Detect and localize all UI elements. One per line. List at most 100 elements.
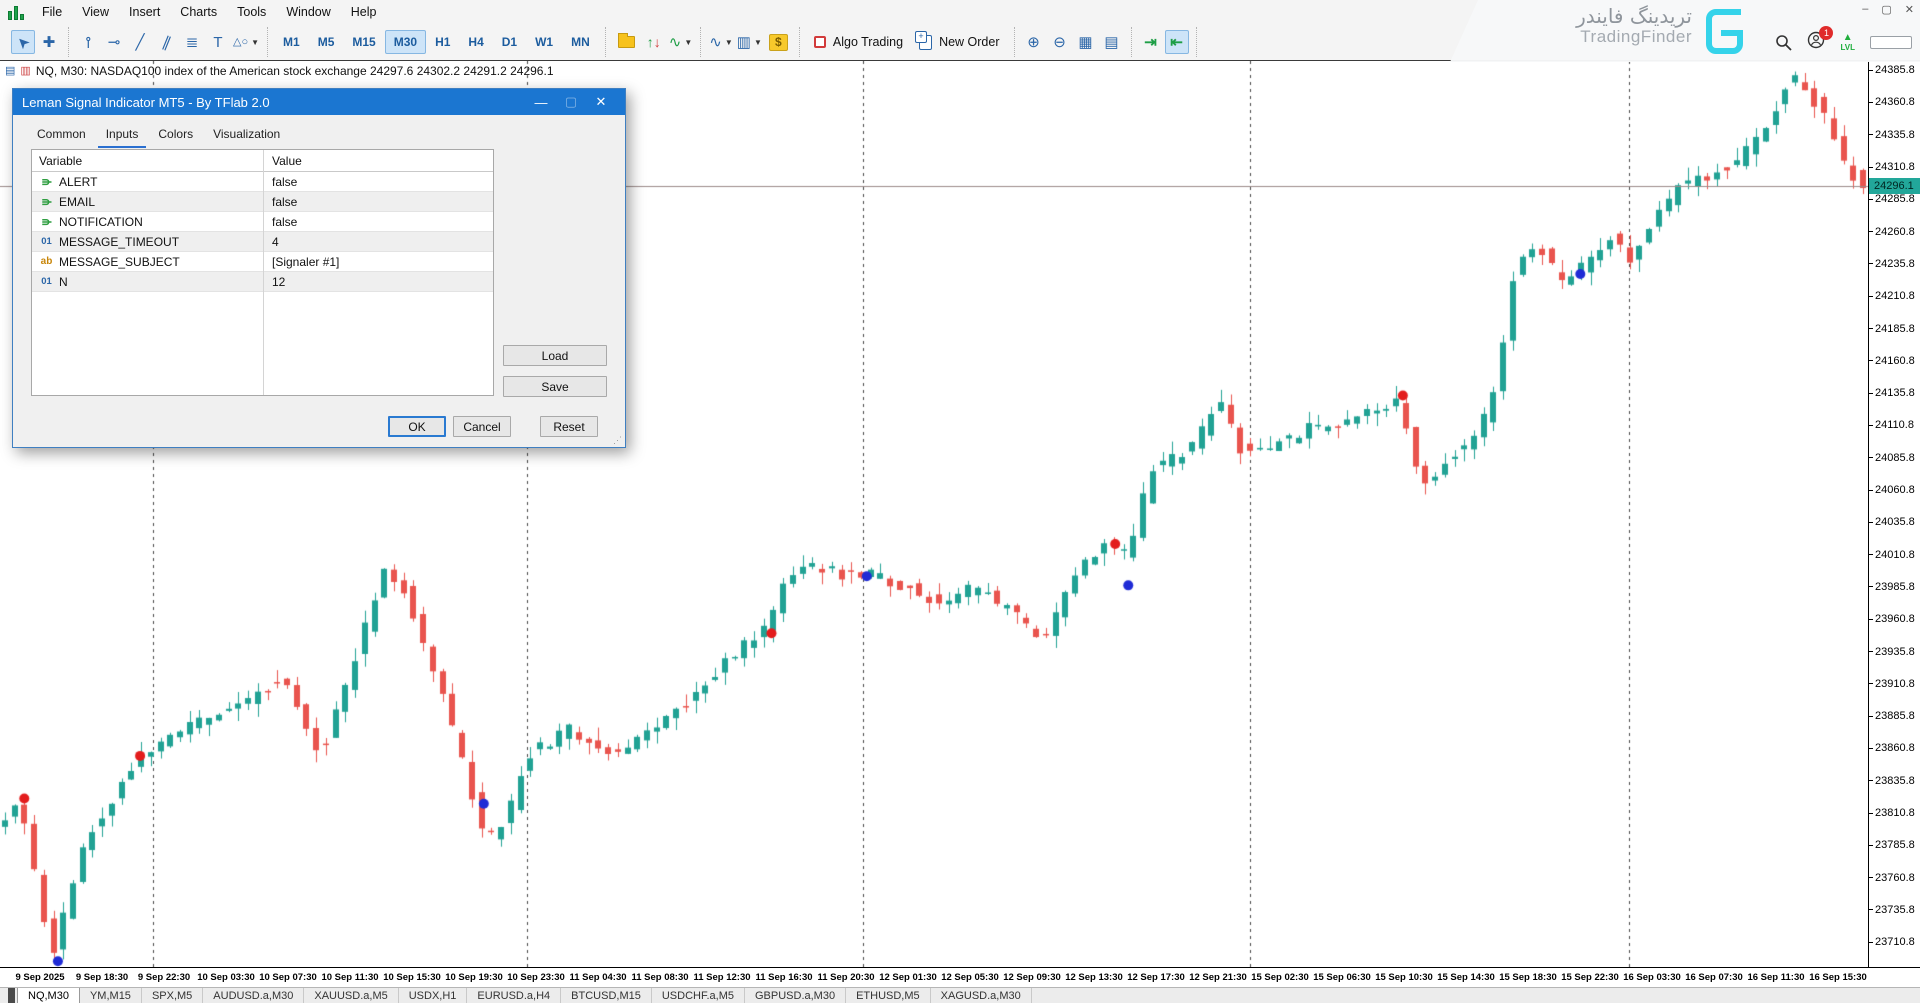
timeframe-m1[interactable]: M1 [283,35,300,49]
timeframe-m30[interactable]: M30 [384,30,427,54]
symbol-tab[interactable]: AUDUSD.a,M30 [203,988,305,1003]
search-icon[interactable] [1775,34,1793,51]
horizontal-line-icon[interactable]: ⊸ [107,33,121,51]
window-restore-button[interactable]: ▢ [1881,4,1892,16]
equidistant-channel-icon[interactable]: ≣ [185,33,199,51]
dropdown-arrow-icon[interactable]: ▼ [753,37,762,47]
symbol-tab[interactable]: XAUUSD.a,M5 [304,988,399,1003]
symbol-tab-active[interactable]: NQ,M30 [17,988,80,1003]
auto-scroll-icon[interactable]: ⇤ [1164,30,1189,54]
algo-trading-icon [813,36,826,48]
timeframe-h4[interactable]: H4 [468,35,484,49]
column-header-value: Value [272,153,302,168]
trendline-icon[interactable]: ╱ [135,33,145,51]
price-tick: 24235.8 [1869,258,1915,270]
price-tick: 23910.8 [1869,678,1915,690]
algo-trading-button[interactable]: Algo Trading [806,32,911,52]
menu-tools[interactable]: Tools [237,5,267,19]
menu-help[interactable]: Help [350,5,377,19]
variable-value[interactable]: [Signaler #1] [272,254,340,269]
dialog-tab-inputs[interactable]: Inputs [97,123,147,148]
vertical-line-icon[interactable]: ⊸ [79,35,97,49]
indicators-icon[interactable]: ∿ ▼ [668,33,693,51]
dialog-close-button[interactable]: ✕ [595,94,607,109]
price-tick: 24310.8 [1869,161,1915,173]
current-price-badge: 24296.1 [1869,178,1920,194]
table-row[interactable]: 01 N 12 [32,272,493,292]
new-order-button[interactable]: New Order [911,30,1007,53]
variable-value[interactable]: 4 [272,234,279,249]
toolbar-group: M1 M5 M15 M30 H1 H4 D1 W1 MN [268,27,606,57]
variable-value[interactable]: 12 [272,274,286,289]
currency-icon[interactable]: $ [765,30,792,54]
time-axis[interactable]: 9 Sep 2025 9 Sep 18:30 9 Sep 22:30 10 Sep 0… [0,967,1920,987]
dropdown-arrow-icon[interactable]: ▼ [684,37,693,47]
window-layout-icon[interactable]: ▤ [1104,33,1119,51]
dialog-tab-colors[interactable]: Colors [158,127,194,141]
reset-button[interactable]: Reset [540,416,598,437]
price-tick: 24360.8 [1869,96,1915,108]
symbol-tab[interactable]: USDX,H1 [399,988,468,1003]
dialog-tab-visualization[interactable]: Visualization [213,127,281,141]
variable-value[interactable]: false [272,174,298,189]
tile-windows-icon[interactable]: ▦ [1078,33,1093,51]
timeframe-m5[interactable]: M5 [317,35,335,49]
menu-insert[interactable]: Insert [129,5,161,19]
cursor-icon[interactable]: ➤ [11,30,35,54]
timeframe-mn[interactable]: MN [571,35,590,49]
text-label-icon[interactable]: T [213,33,223,51]
menu-window[interactable]: Window [286,5,331,19]
save-button[interactable]: Save [503,376,607,397]
inputs-table[interactable]: Variable Value ⋔ ALERT false ⋔ EMAIL false ⋔ NOTI… [31,149,494,396]
variable-value[interactable]: false [272,214,298,229]
dialog-tab-common[interactable]: Common [37,127,86,141]
new-order-icon [915,30,933,50]
channel-icon[interactable]: ∥ [159,32,173,52]
dialog-resize-grip[interactable]: ⋰ [613,435,622,445]
dropdown-arrow-icon[interactable]: ▼ [724,37,733,47]
dialog-minimize-button[interactable]: — [534,94,548,110]
dropdown-arrow-icon[interactable]: ▼ [251,37,260,47]
table-row[interactable]: ab MESSAGE_SUBJECT [Signaler #1] [32,252,493,272]
price-axis[interactable]: 24296.1 24385.8 24360.8 24335.8 24310.8 2428… [1868,61,1920,967]
variable-value[interactable]: false [272,194,298,209]
price-tick: 24060.8 [1869,484,1915,496]
menu-file[interactable]: File [42,5,63,19]
crosshair-icon[interactable]: ✚ [42,33,56,51]
table-row[interactable]: ⋔ ALERT false [32,172,493,192]
zoom-out-icon[interactable]: ⊖ [1053,33,1066,51]
symbol-tab[interactable]: EURUSD.a,H4 [467,988,562,1003]
line-chart-icon[interactable]: ∿ ▼ [709,33,733,51]
symbol-tab[interactable]: ETHUSD,M5 [846,988,931,1003]
menu-charts[interactable]: Charts [180,5,218,19]
symbol-tab[interactable]: YM,M15 [80,988,142,1003]
timeframe-w1[interactable]: W1 [535,35,554,49]
buy-sell-arrows-icon[interactable]: ↑ ↓ [646,34,661,50]
hud-icons: 1 ▲ LVL [1775,26,1912,54]
dialog-title-bar[interactable]: Leman Signal Indicator MT5 - By TFlab 2.… [13,89,625,115]
window-minimize-button[interactable]: – [1862,3,1869,15]
symbol-tab[interactable]: USDCHF.a,M5 [652,988,745,1003]
table-row[interactable]: 01 MESSAGE_TIMEOUT 4 [32,232,493,252]
load-button[interactable]: Load [503,345,607,366]
menu-view[interactable]: View [82,5,110,19]
timeframe-m15[interactable]: M15 [352,35,376,49]
symbol-tab[interactable]: GBPUSD.a,M30 [745,988,847,1003]
ok-button[interactable]: OK [388,416,446,437]
symbol-tab[interactable]: XAGUSD.a,M30 [931,988,1032,1003]
chart-shift-icon[interactable]: ⇥ [1144,33,1157,51]
symbol-tab[interactable]: BTCUSD,M15 [561,988,652,1003]
window-close-button[interactable]: ✕ [1904,4,1914,16]
table-row[interactable]: ⋔ NOTIFICATION false [32,212,493,232]
zoom-in-icon[interactable]: ⊕ [1027,33,1040,51]
toolbar-group: ➤ ✚ [4,27,69,57]
symbol-tab[interactable]: SPX,M5 [142,988,204,1003]
table-row[interactable]: ⋔ EMAIL false [32,192,493,212]
profile-icon[interactable]: 1 [1807,26,1834,54]
timeframe-d1[interactable]: D1 [501,35,518,49]
shapes-icon[interactable]: △○ ▼ [233,35,260,48]
chart-template-icon[interactable]: ▥ ▼ [736,33,762,51]
timeframe-h1[interactable]: H1 [435,35,451,49]
cancel-button[interactable]: Cancel [453,416,511,437]
open-data-folder-icon[interactable] [613,30,640,54]
